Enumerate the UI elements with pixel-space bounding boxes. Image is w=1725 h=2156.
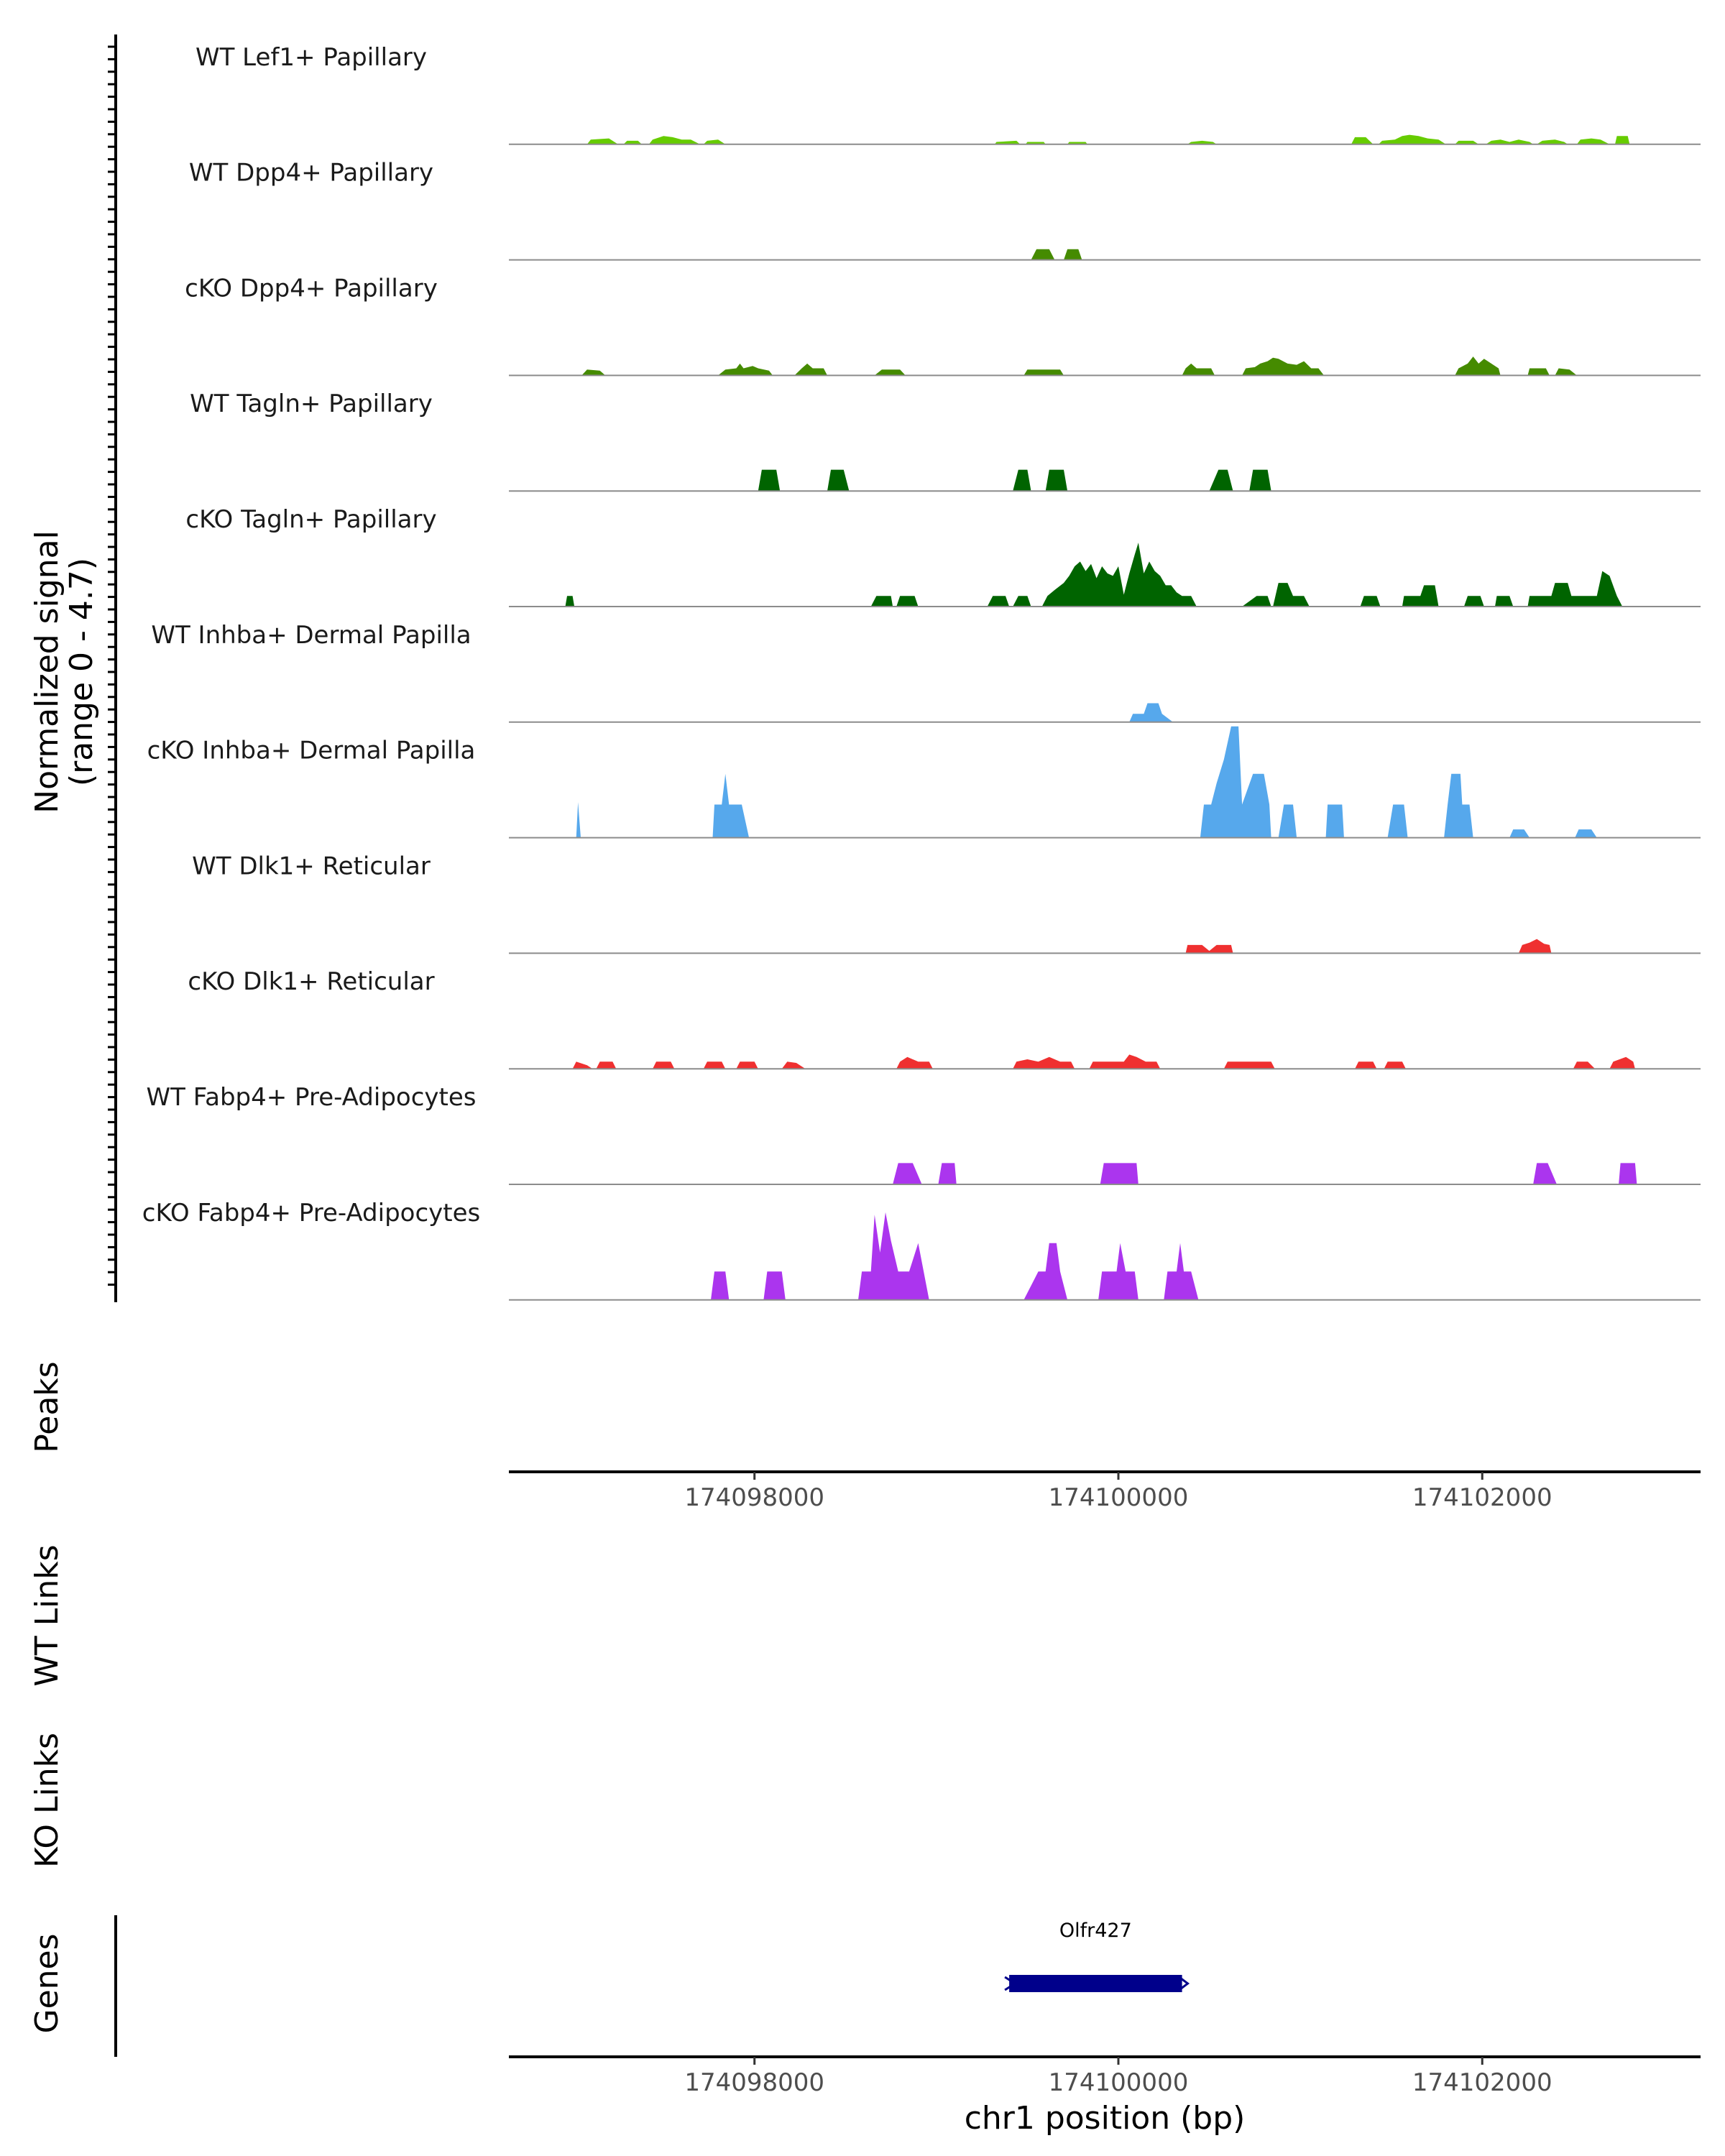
gene-annotation: Olfr427 <box>1004 1920 1190 1992</box>
coverage-area <box>893 1163 1637 1184</box>
coverage-area <box>711 1212 1199 1300</box>
coverage-tracks: WT Lef1+ Papillary WT Dpp4+ Papillary cKO … <box>142 43 1701 1301</box>
track-label: cKO Fabp4+ Pre-Adipocytes <box>142 1199 481 1227</box>
track-wt-lef1-papillary: WT Lef1+ Papillary <box>196 43 1701 145</box>
track-label: cKO Tagln+ Papillary <box>185 505 436 534</box>
peaks-x-axis-ticks: 174098000 174100000 174102000 <box>684 1472 1552 1512</box>
track-label: WT Inhba+ Dermal Papilla <box>151 621 471 650</box>
y-axis-ticks <box>108 45 116 1286</box>
coverage-area <box>581 356 1577 376</box>
genes-panel-title: Genes <box>29 1933 65 2033</box>
gene-olfr427: Olfr427 <box>1004 1920 1190 1992</box>
track-wt-inhba-dermal-papilla: WT Inhba+ Dermal Papilla <box>151 621 1701 723</box>
coverage-area <box>1129 703 1173 722</box>
strand-arrow-icon <box>1178 1976 1190 1991</box>
track-label: WT Dlk1+ Reticular <box>192 852 431 880</box>
track-wt-fabp4-pre-adipocytes: WT Fabp4+ Pre-Adipocytes <box>147 1083 1701 1185</box>
coverage-area <box>758 469 1271 492</box>
coverage-area <box>572 1054 1635 1069</box>
track-label: WT Lef1+ Papillary <box>196 43 427 72</box>
track-cko-dpp4-papillary: cKO Dpp4+ Papillary <box>185 274 1701 377</box>
x-tick-label: 174102000 <box>1412 2068 1552 2097</box>
coverage-area <box>1031 249 1082 260</box>
track-label: WT Tagln+ Papillary <box>190 390 433 418</box>
track-label: cKO Inhba+ Dermal Papilla <box>147 737 476 765</box>
gene-name-label: Olfr427 <box>1059 1920 1132 1942</box>
track-cko-tagln-papillary: cKO Tagln+ Papillary <box>185 505 1701 607</box>
peaks-panel-title: Peaks <box>29 1361 65 1452</box>
wt-links-panel-title: WT Links <box>29 1544 65 1686</box>
track-label: WT Dpp4+ Papillary <box>189 159 433 188</box>
x-tick-label: 174102000 <box>1412 1483 1552 1512</box>
ko-links-panel-title: KO Links <box>29 1733 65 1868</box>
track-cko-fabp4-pre-adipocytes: cKO Fabp4+ Pre-Adipocytes <box>142 1199 1701 1301</box>
track-label: WT Fabp4+ Pre-Adipocytes <box>147 1083 477 1112</box>
track-wt-dpp4-papillary: WT Dpp4+ Papillary <box>189 159 1701 261</box>
y-axis-range: (range 0 - 4.7) <box>63 558 100 786</box>
track-wt-dlk1-reticular: WT Dlk1+ Reticular <box>192 852 1701 954</box>
strand-arrow-icon <box>1004 1976 1017 1991</box>
coverage-area <box>576 726 1597 838</box>
x-tick-label: 174100000 <box>1049 1483 1189 1512</box>
y-axis-title: Normalized signal <box>29 530 65 814</box>
track-label: cKO Dpp4+ Papillary <box>185 274 438 303</box>
x-axis-title: chr1 position (bp) <box>965 2100 1246 2137</box>
coverage-area <box>565 543 1623 607</box>
gene-body <box>1009 1975 1182 1992</box>
track-wt-tagln-papillary: WT Tagln+ Papillary <box>190 390 1701 492</box>
genes-x-axis-ticks: 174098000 174100000 174102000 <box>684 2057 1552 2097</box>
coverage-area <box>1185 939 1552 954</box>
x-tick-label: 174100000 <box>1049 2068 1189 2097</box>
track-cko-dlk1-reticular: cKO Dlk1+ Reticular <box>188 967 1701 1070</box>
track-cko-inhba-dermal-papilla: cKO Inhba+ Dermal Papilla <box>147 726 1701 839</box>
x-tick-label: 174098000 <box>684 2068 824 2097</box>
coverage-area <box>586 134 1630 144</box>
track-label: cKO Dlk1+ Reticular <box>188 967 434 996</box>
x-tick-label: 174098000 <box>684 1483 824 1512</box>
